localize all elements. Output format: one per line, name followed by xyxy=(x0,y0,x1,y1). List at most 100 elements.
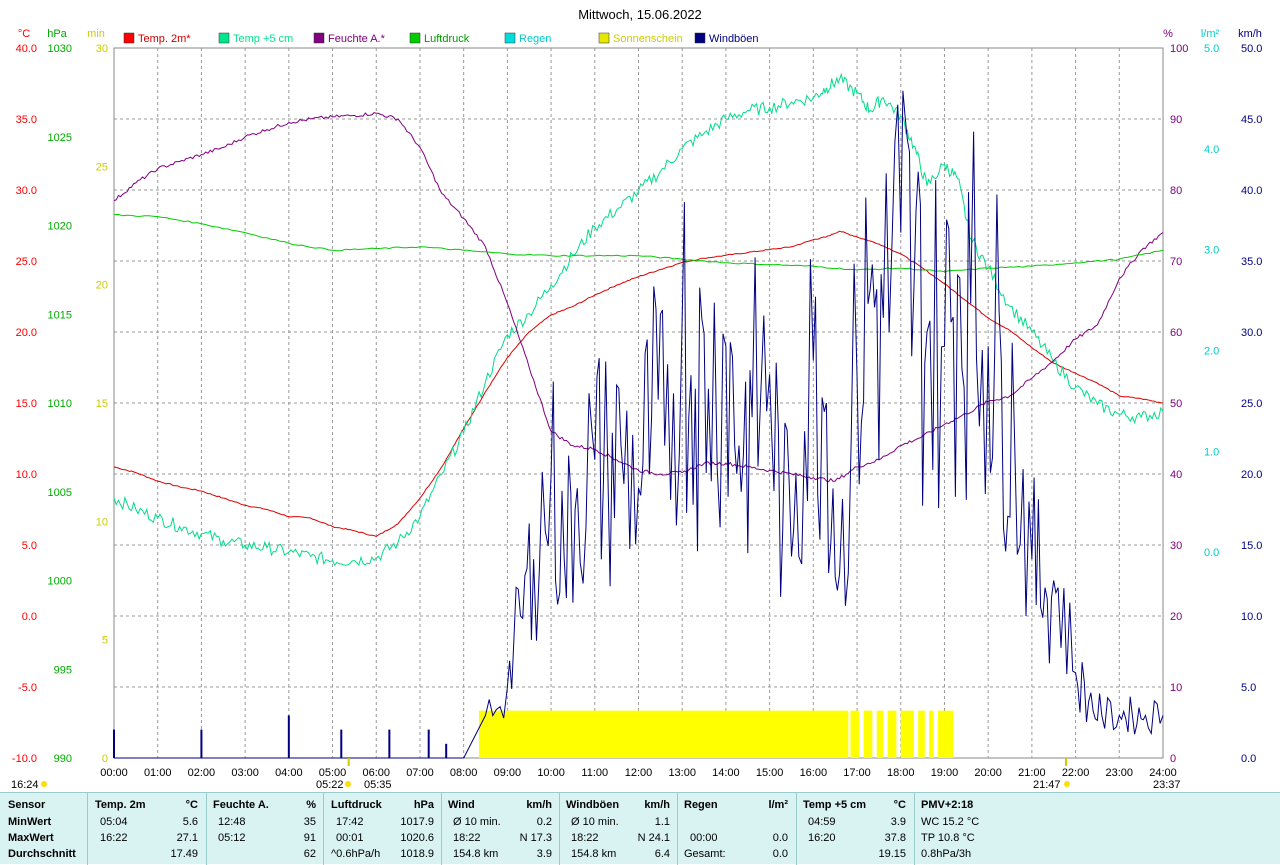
wind-tick-label: 25.0 xyxy=(1241,398,1262,410)
weather-chart: Mittwoch, 15.06.2022 Temp. 2m* Temp +5 cm F… xyxy=(11,7,1262,791)
temp-tick-label: 40.0 xyxy=(16,43,37,55)
x-tick-label: 18:00 xyxy=(887,767,915,779)
temp2m-max-value: 27.1 xyxy=(176,832,198,844)
stats-row-min: MinWert 05:04 5.6 12:48 35 17:42 1017.9 … xyxy=(0,814,1280,830)
x-tick-label: 05:00 xyxy=(319,767,347,779)
x-tick-label: 10:00 xyxy=(537,767,565,779)
sun-icon xyxy=(41,781,47,787)
sun-icon xyxy=(1064,781,1070,787)
x-tick-label: 00:00 xyxy=(100,767,128,779)
pressure-max-time: 00:01 xyxy=(336,832,364,844)
series-line xyxy=(113,72,1164,567)
sunshine-bar xyxy=(887,710,897,758)
column-separator xyxy=(206,793,207,865)
sunrise-time: 05:22 xyxy=(316,779,344,791)
series-line xyxy=(113,112,1164,483)
wind-max-value: N 17.3 xyxy=(519,832,552,844)
temp-tick-label: -10.0 xyxy=(12,753,37,765)
wind-tick-label: 30.0 xyxy=(1241,327,1262,339)
legend-label: Regen xyxy=(519,33,551,45)
x-tick-label: 20:00 xyxy=(974,767,1002,779)
sunshine-bar xyxy=(863,710,873,758)
gusts-max-value: N 24.1 xyxy=(637,832,670,844)
sun-tick-label: 0 xyxy=(102,753,108,765)
pressure-trend: ^0.6hPa/h xyxy=(331,848,381,860)
humidity-tick-label: 80 xyxy=(1170,185,1182,197)
x-tick-label: 21:00 xyxy=(1018,767,1046,779)
wind-max-time: 18:22 xyxy=(453,832,481,844)
wind-tick-label: 10.0 xyxy=(1241,611,1262,623)
pressure-tick-label: 1025 xyxy=(48,132,72,144)
stats-row-average: Durchschnitt 17.49 62 ^0.6hPa/h 1018.9 1… xyxy=(0,846,1280,862)
temp-tick-label: 25.0 xyxy=(16,256,37,268)
humidity-average: 62 xyxy=(303,848,316,860)
column-separator xyxy=(914,793,915,865)
stats-header-row: Sensor Temp. 2m °C Feuchte A. % Luftdruc… xyxy=(0,797,1280,813)
column-separator xyxy=(796,793,797,865)
sunshine-bar xyxy=(918,710,925,758)
humidity-axis-unit: % xyxy=(1163,28,1173,40)
x-tick-label: 08:00 xyxy=(450,767,478,779)
rain-max-time: 00:00 xyxy=(690,832,718,844)
sunshine-bar xyxy=(850,710,860,758)
rain-total: 0.0 xyxy=(772,848,788,860)
legend-swatch xyxy=(409,32,421,44)
wind-min-value: 0.2 xyxy=(536,816,552,828)
x-tick-label: 22:00 xyxy=(1062,767,1090,779)
temp2m-max-time: 16:22 xyxy=(100,832,128,844)
x-tick-label: 06:00 xyxy=(362,767,390,779)
humidity-tick-label: 90 xyxy=(1170,114,1182,126)
column-separator xyxy=(441,793,442,865)
rain-tick-label: 1.0 xyxy=(1204,446,1219,458)
gusts-min-value: 1.1 xyxy=(654,816,670,828)
pmv-pressure-trend: 0.8hPa/3h xyxy=(921,848,972,860)
humidity-tick-label: 20 xyxy=(1170,611,1182,623)
x-tick-label: 04:00 xyxy=(275,767,303,779)
legend-label: Feuchte A.* xyxy=(328,33,386,45)
rain-axis-unit: l/m² xyxy=(1201,28,1220,40)
humidity-min-value: 35 xyxy=(303,816,316,828)
humidity-tick-label: 0 xyxy=(1170,753,1176,765)
sun-tick-label: 30 xyxy=(96,43,108,55)
column-separator xyxy=(323,793,324,865)
wind-tick-label: 45.0 xyxy=(1241,114,1262,126)
sun-tick-label: 15 xyxy=(96,398,108,410)
x-tick-label: 14:00 xyxy=(712,767,740,779)
sun-tick-label: 20 xyxy=(96,280,108,292)
humidity-max-value: 91 xyxy=(303,832,316,844)
pressure-tick-label: 1005 xyxy=(48,487,72,499)
pmv-dewpoint: TP 10.8 °C xyxy=(921,832,975,844)
dawn-time: 05:35 xyxy=(364,779,392,791)
temp2m-min-value: 5.6 xyxy=(182,816,198,828)
x-tick-label: 15:00 xyxy=(756,767,784,779)
temp5cm-min-value: 3.9 xyxy=(890,816,906,828)
sun-tick-label: 10 xyxy=(96,516,108,528)
pressure-tick-label: 1010 xyxy=(48,398,72,410)
humidity-tick-label: 70 xyxy=(1170,256,1182,268)
wind-tick-label: 0.0 xyxy=(1241,753,1256,765)
rain-tick-label: 3.0 xyxy=(1204,245,1219,257)
x-tick-label: 09:00 xyxy=(494,767,522,779)
header-rain-unit: l/m² xyxy=(768,799,788,811)
header-wind-unit: km/h xyxy=(526,799,552,811)
x-tick-label: 12:00 xyxy=(625,767,653,779)
header-gusts-unit: km/h xyxy=(644,799,670,811)
humidity-tick-label: 30 xyxy=(1170,540,1182,552)
humidity-max-time: 05:12 xyxy=(218,832,246,844)
wind-min-time: Ø 10 min. xyxy=(453,816,501,828)
gusts-max-time: 18:22 xyxy=(571,832,599,844)
pressure-average: 1018.9 xyxy=(400,848,434,860)
x-tick-label: 16:00 xyxy=(800,767,828,779)
pressure-min-time: 17:42 xyxy=(336,816,364,828)
gusts-min-time: Ø 10 min. xyxy=(571,816,619,828)
temp-axis-unit: °C xyxy=(18,28,30,40)
sunshine-bar xyxy=(929,710,934,758)
gusts-average: 6.4 xyxy=(654,848,670,860)
temp5cm-average: 19.15 xyxy=(878,848,906,860)
wind-tick-label: 35.0 xyxy=(1241,256,1262,268)
sun-tick-label: 5 xyxy=(102,635,108,647)
legend-swatch xyxy=(123,32,135,44)
x-tick-label: 02:00 xyxy=(188,767,216,779)
humidity-tick-label: 10 xyxy=(1170,682,1182,694)
wind-tick-label: 15.0 xyxy=(1241,540,1262,552)
